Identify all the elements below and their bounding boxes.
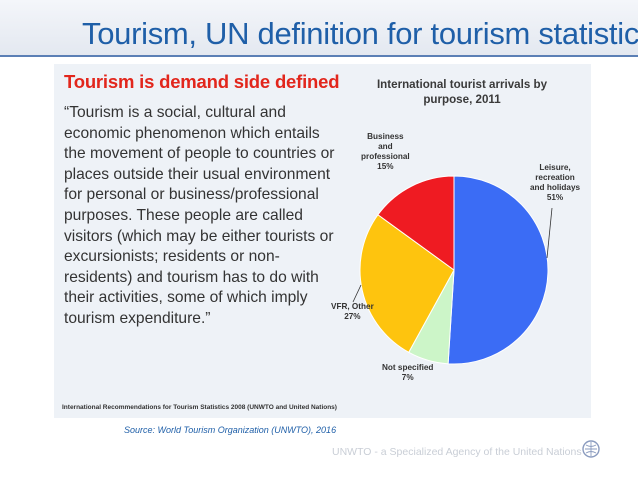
pie-slice-leisure bbox=[447, 175, 549, 365]
slice-label-vfr: VFR, Other 27% bbox=[331, 302, 374, 321]
purpose-pie-chart bbox=[359, 175, 549, 365]
pie-slice-business bbox=[377, 175, 455, 271]
slice-label-business: Business and professional 15% bbox=[361, 132, 410, 171]
panel-footnote: International Recommendations for Touris… bbox=[62, 404, 337, 411]
quote-line: economic phenomenon which entails bbox=[64, 124, 320, 142]
title-band bbox=[0, 0, 638, 56]
quote-line: places outside their usual environment bbox=[64, 165, 331, 183]
slide-title: Tourism, UN definition for tourism stati… bbox=[82, 16, 638, 51]
quote-line: “Tourism is a social, cultural and bbox=[64, 104, 286, 121]
slice-label-leisure: Leisure, recreation and holidays 51% bbox=[530, 163, 581, 202]
unwto-logo-icon bbox=[582, 440, 600, 458]
title-divider bbox=[0, 55, 638, 57]
panel-heading: Tourism is demand side defined bbox=[64, 71, 340, 92]
quote-line: purposes. These people are called bbox=[64, 206, 303, 224]
agency-footer: UNWTO - a Specialized Agency of the Unit… bbox=[332, 446, 582, 458]
quote-line: tourism expenditure.” bbox=[64, 309, 211, 327]
quote-line: for personal or business/professional bbox=[64, 186, 319, 204]
quote-line: their activities, some of which imply bbox=[64, 289, 308, 307]
pie-slice-vfr bbox=[359, 214, 455, 354]
quote-line: excursionists; residents or non- bbox=[64, 248, 280, 266]
quote-line: residents) and tourism has to do with bbox=[64, 268, 319, 286]
slice-label-not-specified: Not specified 7% bbox=[382, 363, 434, 382]
quote-line: the movement of people to countries or bbox=[64, 145, 335, 163]
chart-title-line: purpose, 2011 bbox=[423, 93, 501, 106]
chart-title: International tourist arrivals by purpos… bbox=[362, 77, 562, 107]
source-note: Source: World Tourism Organization (UNWT… bbox=[124, 425, 337, 435]
chart-title-line: International tourist arrivals by bbox=[376, 78, 548, 91]
quote-line: visitors (which may be either tourists o… bbox=[64, 227, 334, 245]
definition-quote: “Tourism is a social, cultural and econo… bbox=[64, 103, 354, 330]
